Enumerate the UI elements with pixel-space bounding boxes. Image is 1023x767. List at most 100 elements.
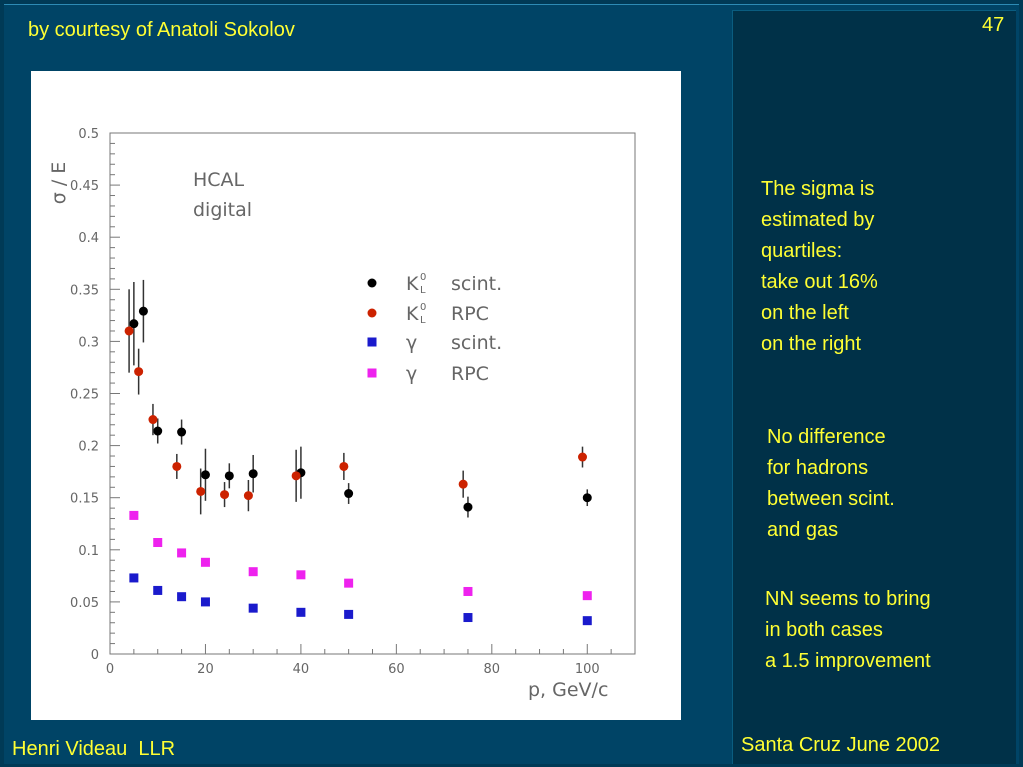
- legend-marker: [367, 337, 377, 347]
- annotation-digital: digital: [193, 199, 252, 221]
- legend-marker: [367, 368, 377, 378]
- note-line: estimated by: [761, 209, 875, 231]
- data-point: [248, 469, 258, 479]
- legend-superscript: 0: [420, 272, 426, 283]
- data-point: [200, 470, 210, 480]
- series-2: [124, 289, 587, 515]
- series-3: [129, 573, 592, 626]
- data-point: [124, 326, 134, 336]
- x-tick-label: 60: [388, 662, 405, 677]
- note-line: take out 16%: [761, 271, 878, 293]
- y-tick-label: 0.1: [78, 544, 99, 559]
- y-tick-label: 0.35: [70, 283, 99, 298]
- note-sigma-estimation: The sigma is estimated by quartiles: tak…: [761, 174, 878, 360]
- data-point: [344, 489, 354, 499]
- data-point: [134, 367, 144, 377]
- courtesy-text: by courtesy of Anatoli Sokolov: [28, 19, 295, 41]
- page-number: 47: [982, 14, 1005, 36]
- y-tick-label: 0.05: [70, 596, 99, 611]
- note-nn-improvement: NN seems to bring in both cases a 1.5 im…: [765, 584, 931, 677]
- series-4: [129, 510, 592, 601]
- data-point: [463, 502, 473, 512]
- legend-particle: γ: [406, 363, 417, 385]
- y-tick-label: 0.45: [70, 179, 99, 194]
- legend-subscript: L: [420, 285, 426, 296]
- data-point: [291, 471, 301, 481]
- data-point: [200, 557, 210, 567]
- data-point: [578, 452, 587, 462]
- data-point: [296, 570, 306, 580]
- data-point: [243, 491, 253, 501]
- data-point: [582, 616, 592, 626]
- data-point: [582, 493, 592, 503]
- legend-marker: [367, 278, 377, 288]
- plot-frame: [109, 132, 636, 655]
- data-point: [153, 585, 163, 595]
- legend-marker: [367, 308, 377, 318]
- data-point: [339, 461, 349, 471]
- data-point: [177, 592, 187, 602]
- note-line: for hadrons: [767, 457, 869, 479]
- legend-subscript: L: [420, 315, 426, 326]
- data-point: [138, 306, 148, 316]
- data-point: [248, 567, 258, 577]
- x-tick-label: 20: [197, 662, 214, 677]
- y-axis-label: σ / E: [48, 162, 70, 205]
- y-tick-label: 0.25: [70, 388, 99, 403]
- y-tick-label: 0.5: [78, 127, 99, 142]
- data-point: [153, 538, 163, 548]
- legend-particle: K: [406, 303, 419, 325]
- note-line: and gas: [767, 519, 839, 541]
- x-tick-label: 0: [106, 662, 114, 677]
- data-point: [344, 609, 354, 619]
- data-point: [220, 490, 230, 500]
- note-line: between scint.: [767, 488, 895, 510]
- x-tick-label: 40: [293, 662, 310, 677]
- sigma-vs-momentum-chart: 0 20 40 60 80 100 0 0.05 0.1 0.15 0.2 0.25 0.3 0.35 0.…: [48, 127, 636, 701]
- series-1: [129, 279, 592, 518]
- y-tick-label: 0.3: [78, 335, 99, 350]
- data-point: [296, 607, 306, 617]
- note-line: quartiles:: [761, 240, 843, 262]
- data-point: [129, 319, 139, 329]
- data-point: [129, 510, 139, 520]
- legend-detector: scint.: [451, 273, 502, 295]
- note-line: on the left: [761, 302, 849, 324]
- note-line: on the right: [761, 333, 862, 355]
- data-point: [224, 471, 234, 481]
- axis-ticks: 0 20 40 60 80 100 0 0.05 0.1 0.15 0.2 0.25 0.3 0.35 0.…: [70, 127, 636, 677]
- data-point: [196, 486, 206, 496]
- data-point: [200, 597, 210, 607]
- note-no-difference: No difference for hadrons between scint.…: [767, 422, 895, 546]
- data-marks: [124, 279, 592, 626]
- data-point: [463, 586, 473, 596]
- data-point: [344, 578, 354, 588]
- annotation-hcal: HCAL: [193, 169, 245, 191]
- legend-particle: γ: [406, 332, 417, 354]
- data-point: [177, 427, 187, 437]
- y-tick-label: 0.2: [78, 440, 99, 455]
- x-axis-label: p, GeV/c: [528, 679, 608, 701]
- note-line: a 1.5 improvement: [765, 650, 931, 672]
- data-point: [582, 591, 592, 601]
- data-point: [248, 603, 258, 613]
- plot-panel: 0 20 40 60 80 100 0 0.05 0.1 0.15 0.2 0.25 0.3 0.35 0.…: [31, 71, 681, 720]
- y-tick-label: 0: [91, 648, 99, 663]
- notes-panel: [732, 10, 1016, 764]
- data-point: [129, 573, 139, 583]
- legend-superscript: 0: [420, 302, 426, 313]
- note-line: The sigma is: [761, 178, 875, 200]
- x-tick-label: 100: [575, 662, 600, 677]
- data-point: [148, 415, 158, 425]
- legend-detector: scint.: [451, 332, 502, 354]
- note-line: in both cases: [765, 619, 883, 641]
- note-line: No difference: [767, 426, 886, 448]
- y-tick-label: 0.15: [70, 492, 99, 507]
- legend-detector: RPC: [451, 363, 489, 385]
- conference-text: Santa Cruz June 2002: [741, 734, 941, 756]
- y-tick-label: 0.4: [78, 231, 99, 246]
- data-point: [463, 613, 473, 623]
- x-tick-label: 80: [484, 662, 501, 677]
- data-point: [172, 461, 182, 471]
